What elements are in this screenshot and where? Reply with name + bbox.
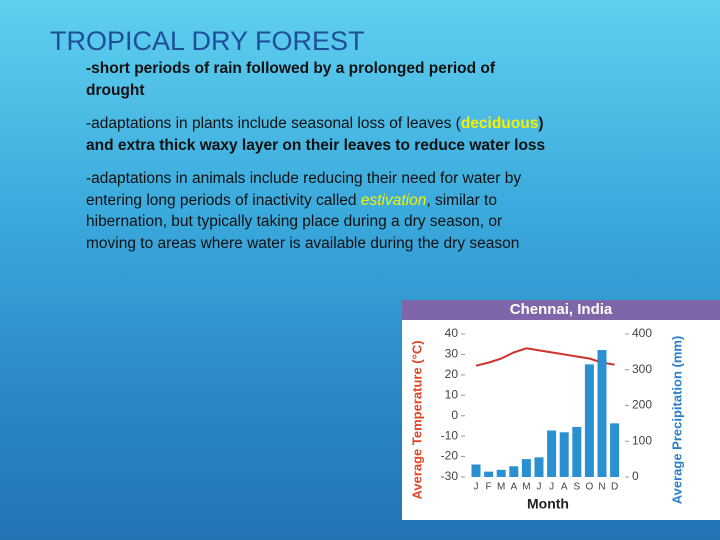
highlight: estivation [360, 191, 427, 209]
x-tick-label: D [611, 482, 618, 493]
bar [509, 466, 519, 477]
bar [547, 430, 557, 477]
text: , similar to hibernation, but typically … [86, 191, 520, 252]
chart-background [402, 300, 720, 520]
x-tick-label: J [549, 482, 554, 493]
y-tick-label: -30 [441, 469, 459, 483]
x-tick-label: M [522, 482, 530, 493]
y-axis-label: Average Temperature (°C) [409, 340, 424, 499]
y-tick-label: 0 [451, 408, 458, 422]
text: -adaptations in animals include reducing… [86, 170, 522, 209]
y2-tick-label: 0 [632, 469, 639, 483]
bar [559, 432, 569, 477]
x-tick-label: M [497, 482, 505, 493]
y-tick-label: -10 [441, 428, 459, 442]
x-tick-label: S [573, 482, 580, 493]
climate-chart: Chennai, India Average Temperature (°C) … [402, 300, 720, 520]
y2-tick-label: 400 [632, 326, 652, 340]
text: ) and extra thick waxy layer on their le… [86, 115, 546, 154]
bar [572, 426, 582, 477]
bar [521, 459, 531, 477]
y-tick-label: 40 [445, 326, 459, 340]
bar [496, 469, 506, 477]
bar [484, 471, 494, 477]
y-tick-label: 30 [445, 347, 459, 361]
paragraph: -short periods of rain followed by a pro… [86, 58, 556, 101]
x-tick-label: O [586, 482, 594, 493]
y2-axis-label: Average Precipitation (mm) [669, 336, 684, 505]
x-tick-label: A [561, 482, 568, 493]
y-tick-label: -20 [441, 449, 459, 463]
y2-tick-label: 100 [632, 433, 652, 447]
y2-tick-label: 200 [632, 398, 652, 412]
x-tick-label: J [474, 482, 479, 493]
paragraph: -adaptations in plants include seasonal … [86, 113, 556, 156]
highlight: deciduous [460, 115, 539, 132]
bar [597, 350, 607, 477]
y2-tick-label: 300 [632, 362, 652, 376]
paragraph: -adaptations in animals include reducing… [86, 168, 556, 254]
text: -short periods of rain followed by a pro… [86, 60, 496, 99]
text: -adaptations in plants include seasonal … [86, 115, 461, 132]
x-tick-label: N [598, 482, 605, 493]
x-tick-label: J [537, 482, 542, 493]
bar [584, 364, 594, 477]
bar [471, 464, 481, 477]
x-tick-label: A [510, 482, 517, 493]
bar [534, 457, 544, 477]
slide-body: -short periods of rain followed by a pro… [86, 58, 556, 266]
temperature-line [475, 347, 615, 367]
y-tick-label: 20 [445, 367, 459, 381]
chart-title: Chennai, India [510, 301, 613, 318]
bar [610, 423, 620, 477]
x-axis-label: Month [527, 496, 569, 512]
slide-title: TROPICAL DRY FOREST [50, 26, 365, 56]
y-tick-label: 10 [445, 387, 459, 401]
title-banner [402, 300, 720, 320]
x-tick-label: F [486, 482, 492, 493]
